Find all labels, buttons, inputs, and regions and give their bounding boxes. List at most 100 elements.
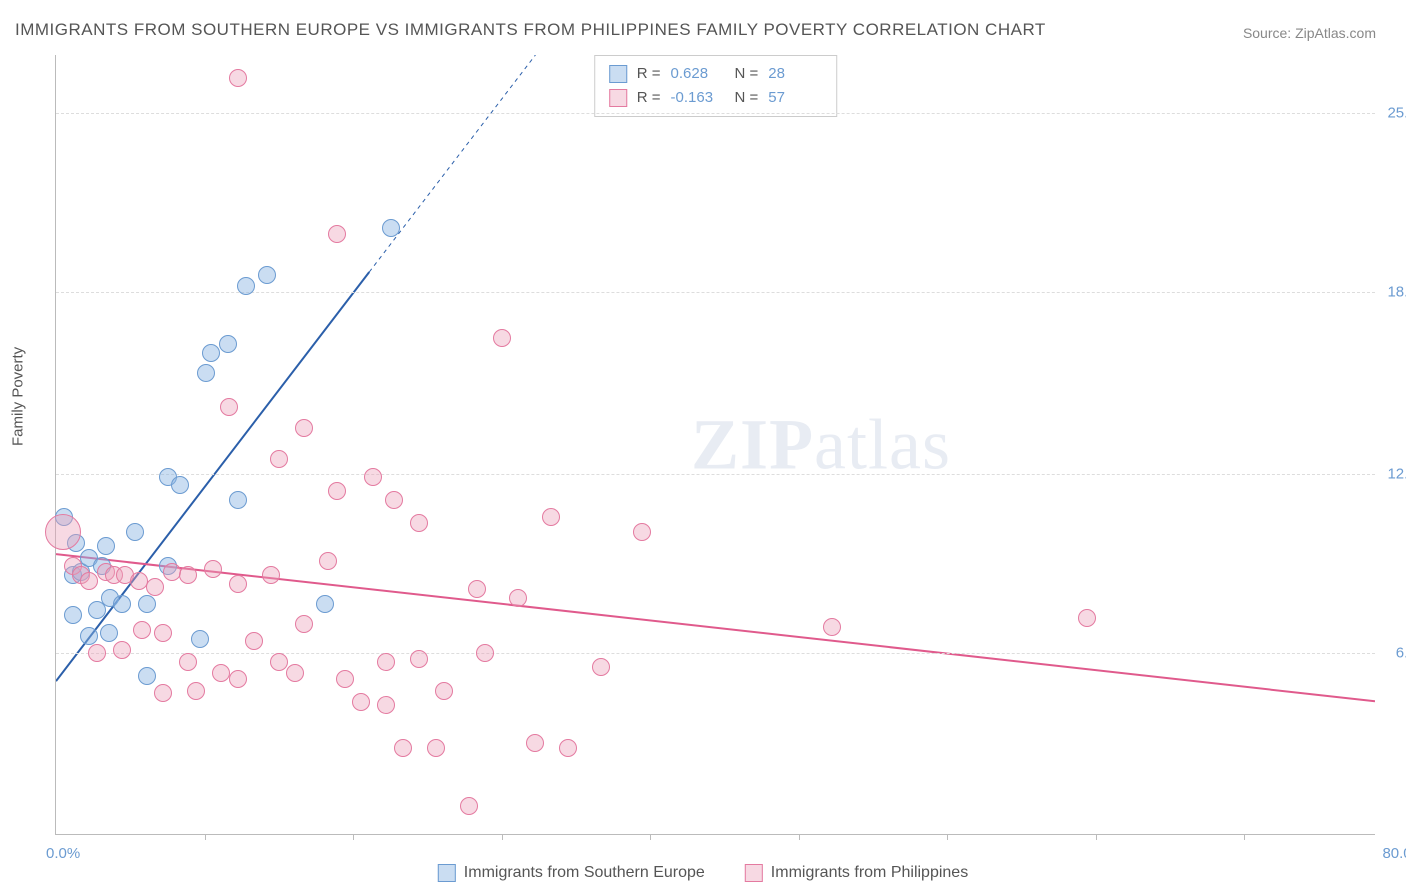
correlation-stats-box: R =0.628N =28R =-0.163N =57 [594,55,838,117]
scatter-point [138,667,156,685]
legend-swatch [438,864,456,882]
gridline [56,292,1375,293]
scatter-point [97,537,115,555]
scatter-point [80,572,98,590]
y-axis-label: Family Poverty [10,347,27,446]
scatter-point [427,739,445,757]
bottom-legend: Immigrants from Southern Europe Immigrant… [438,864,968,882]
y-tick-label: 25.0% [1387,104,1406,121]
y-tick-label: 12.5% [1387,465,1406,482]
scatter-point [229,69,247,87]
trend-lines-svg [56,55,1375,834]
scatter-point [258,266,276,284]
scatter-point [394,739,412,757]
scatter-point [468,580,486,598]
scatter-point [229,670,247,688]
scatter-point [410,514,428,532]
scatter-point [295,419,313,437]
scatter-point [204,560,222,578]
scatter-point [138,595,156,613]
scatter-point [385,491,403,509]
scatter-point [179,653,197,671]
scatter-point [113,641,131,659]
scatter-point [191,630,209,648]
scatter-point [1078,609,1096,627]
stats-row: R =0.628N =28 [609,62,823,86]
legend-label: Immigrants from Philippines [771,864,968,882]
scatter-point [328,482,346,500]
scatter-point [45,514,81,550]
scatter-point [364,468,382,486]
scatter-point [179,566,197,584]
chart-title: IMMIGRANTS FROM SOUTHERN EUROPE VS IMMIG… [15,20,1046,40]
scatter-point [270,653,288,671]
x-tick [947,834,948,840]
n-label: N = [735,62,759,86]
scatter-point [328,225,346,243]
gridline [56,113,1375,114]
scatter-point [336,670,354,688]
watermark-part2: atlas [814,404,951,484]
scatter-point [559,739,577,757]
x-tick [205,834,206,840]
scatter-point [229,491,247,509]
scatter-point [133,621,151,639]
scatter-point [377,696,395,714]
scatter-point [592,658,610,676]
legend-swatch [745,864,763,882]
scatter-point [154,684,172,702]
scatter-point [64,606,82,624]
x-axis-max-label: 80.0% [1382,845,1406,862]
scatter-point [80,627,98,645]
x-tick [1096,834,1097,840]
scatter-point [377,653,395,671]
scatter-point [493,329,511,347]
scatter-point [542,508,560,526]
n-value: 57 [768,86,822,110]
scatter-point [245,632,263,650]
y-tick-label: 18.8% [1387,283,1406,300]
x-tick [650,834,651,840]
n-value: 28 [768,62,822,86]
scatter-point [435,682,453,700]
scatter-point [316,595,334,613]
scatter-point [202,344,220,362]
x-tick [799,834,800,840]
scatter-point [633,523,651,541]
scatter-point [212,664,230,682]
scatter-point [352,693,370,711]
x-tick [353,834,354,840]
scatter-point [146,578,164,596]
scatter-point [219,335,237,353]
scatter-point [526,734,544,752]
legend-swatch [609,65,627,83]
scatter-point [382,219,400,237]
scatter-point [187,682,205,700]
scatter-point [410,650,428,668]
r-label: R = [637,86,661,110]
watermark-part1: ZIP [691,404,814,484]
r-value: -0.163 [671,86,725,110]
scatter-point [319,552,337,570]
scatter-point [823,618,841,636]
scatter-point [295,615,313,633]
scatter-point [100,624,118,642]
scatter-point [171,476,189,494]
scatter-point [220,398,238,416]
y-tick-label: 6.3% [1396,645,1406,662]
x-axis-min-label: 0.0% [46,845,80,862]
scatter-point [154,624,172,642]
scatter-plot: ZIPatlas R =0.628N =28R =-0.163N =57 0.0… [55,55,1375,835]
scatter-point [113,595,131,613]
gridline [56,474,1375,475]
scatter-point [126,523,144,541]
legend-label: Immigrants from Southern Europe [464,864,705,882]
legend-swatch [609,89,627,107]
gridline [56,653,1375,654]
scatter-point [270,450,288,468]
scatter-point [197,364,215,382]
scatter-point [229,575,247,593]
scatter-point [460,797,478,815]
legend-item: Immigrants from Southern Europe [438,864,705,882]
n-label: N = [735,86,759,110]
